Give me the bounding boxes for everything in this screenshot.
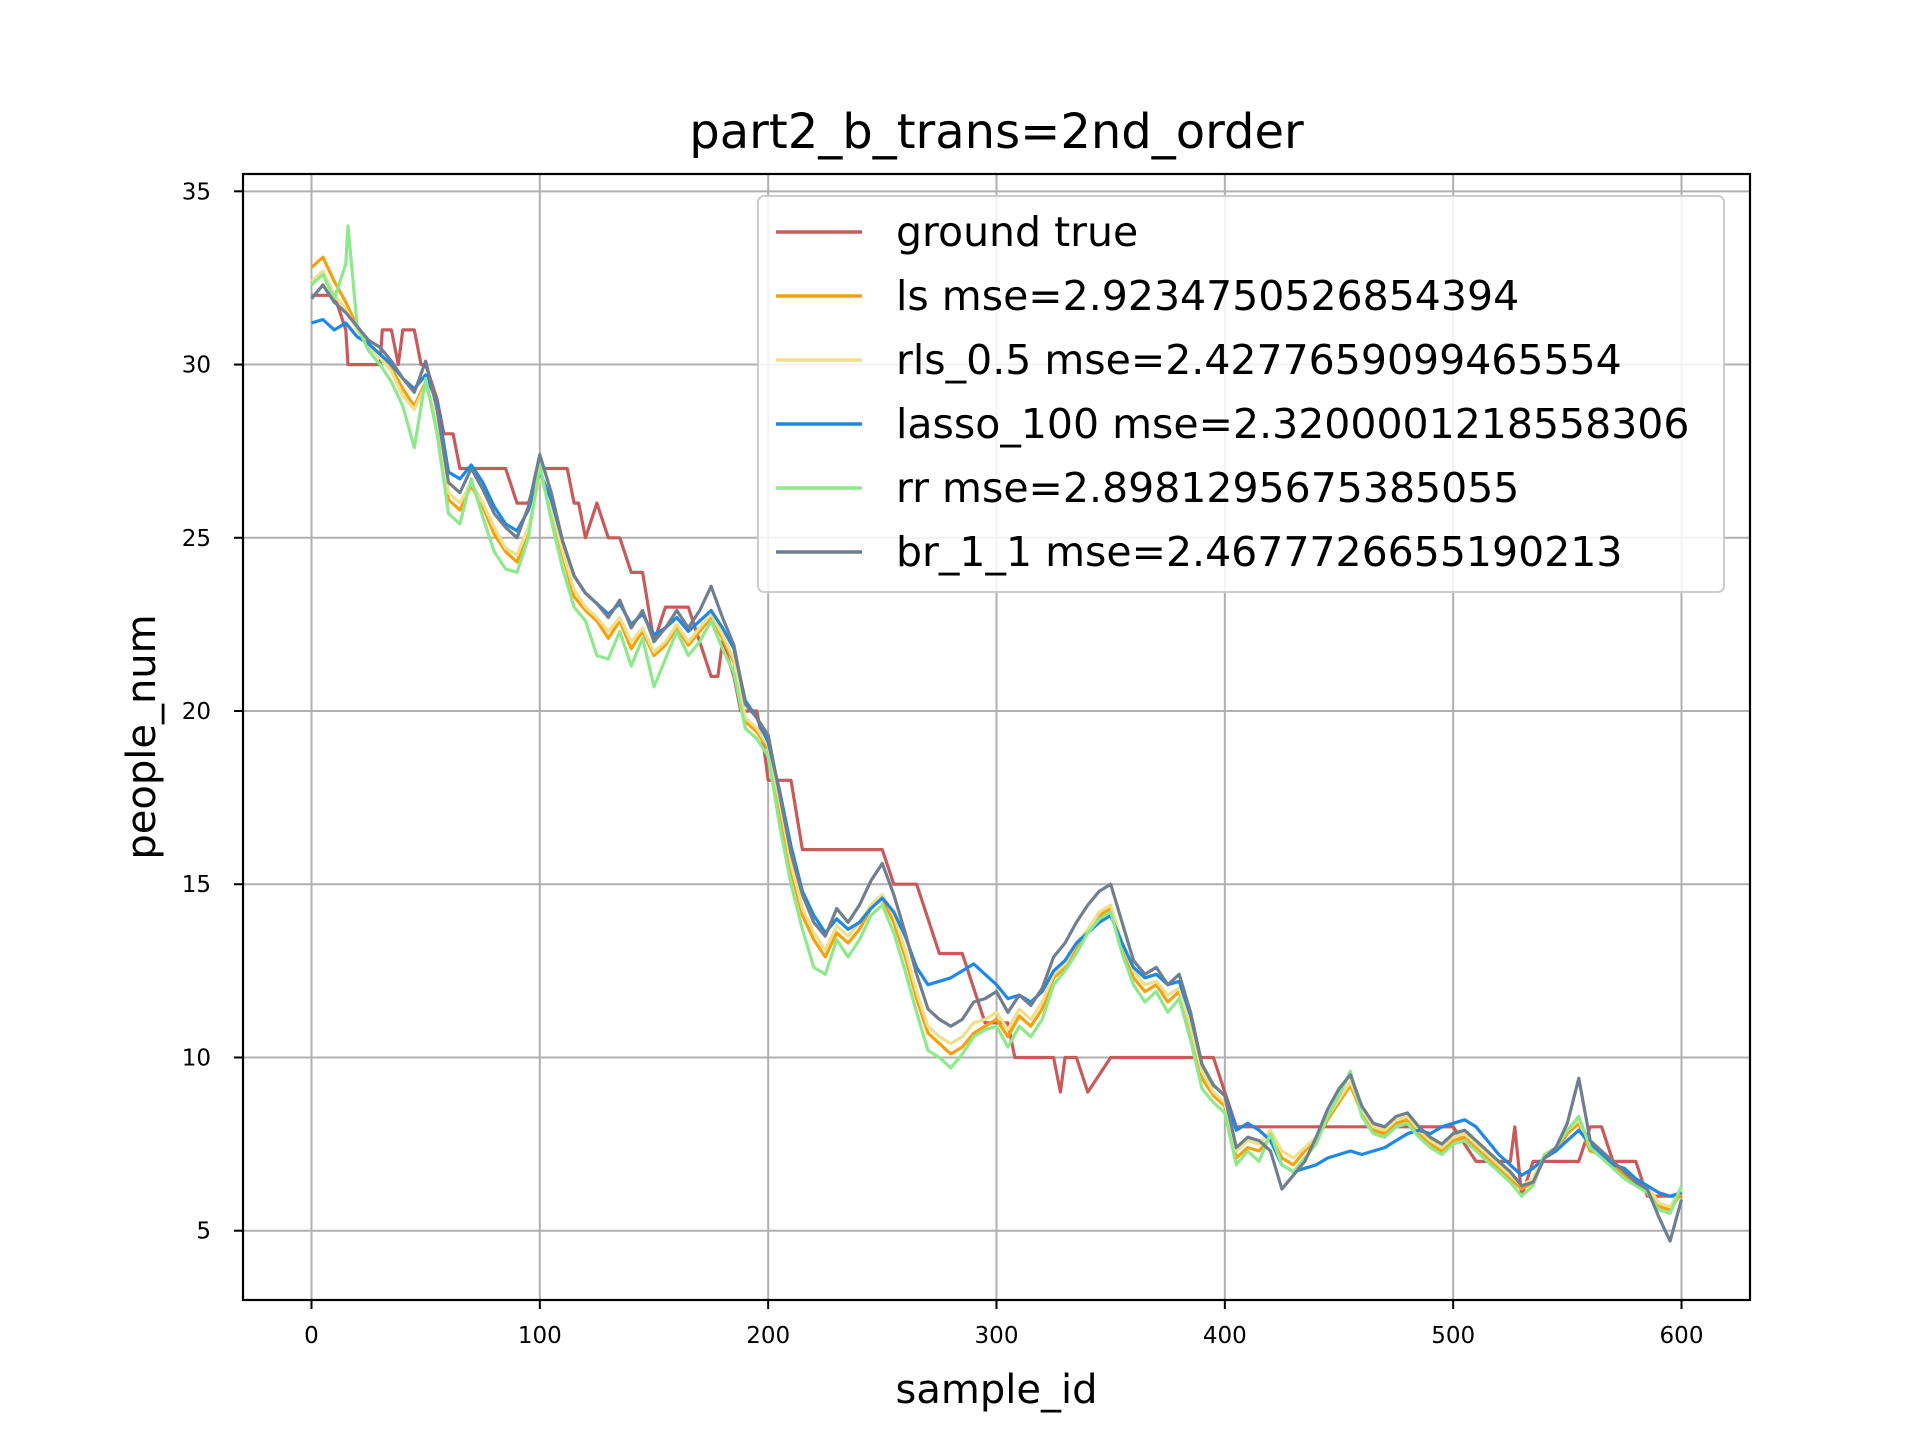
x-tick-label: 600 (1660, 1323, 1704, 1349)
legend-label-3: lasso_100 mse=2.3200001218558306 (896, 400, 1689, 448)
x-axis-label: sample_id (896, 1367, 1098, 1413)
y-tick-label: 35 (182, 179, 211, 205)
y-tick-label: 25 (182, 526, 211, 552)
legend-label-0: ground true (896, 208, 1138, 256)
axis-ticks: 0 100 200 300 400 500 600 5 10 15 20 25 30 35 (182, 179, 1704, 1349)
series-lines (310, 224, 1684, 1243)
y-tick-label: 20 (182, 699, 211, 725)
chart-title: part2_b_trans=2nd_order (689, 104, 1304, 160)
legend: ground true ls mse=2.9234750526854394 rls_… (757, 195, 1725, 593)
legend-entries: ground true ls mse=2.9234750526854394 rls_… (776, 208, 1689, 576)
x-tick-label: 500 (1431, 1323, 1475, 1349)
legend-label-2: rls_0.5 mse=2.4277659099465554 (896, 336, 1622, 384)
series-line-5 (310, 283, 1684, 1243)
y-tick-label: 15 (182, 872, 211, 898)
legend-label-1: ls mse=2.9234750526854394 (896, 272, 1519, 320)
legend-box (757, 195, 1725, 593)
x-tick-label: 100 (518, 1323, 562, 1349)
series-line-0 (311, 293, 1682, 1198)
x-tick-label: 0 (304, 1323, 319, 1349)
y-tick-label: 30 (182, 353, 211, 379)
x-tick-label: 400 (1203, 1323, 1247, 1349)
legend-label-4: rr mse=2.8981295675385055 (896, 464, 1519, 512)
y-tick-label: 10 (182, 1045, 211, 1071)
y-axis-label: people_num (119, 614, 165, 859)
series-line-4 (310, 224, 1683, 1216)
legend-label-5: br_1_1 mse=2.4677726655190213 (896, 528, 1622, 576)
x-tick-label: 200 (746, 1323, 790, 1349)
y-tick-label: 5 (196, 1219, 211, 1245)
x-tick-label: 300 (975, 1323, 1019, 1349)
